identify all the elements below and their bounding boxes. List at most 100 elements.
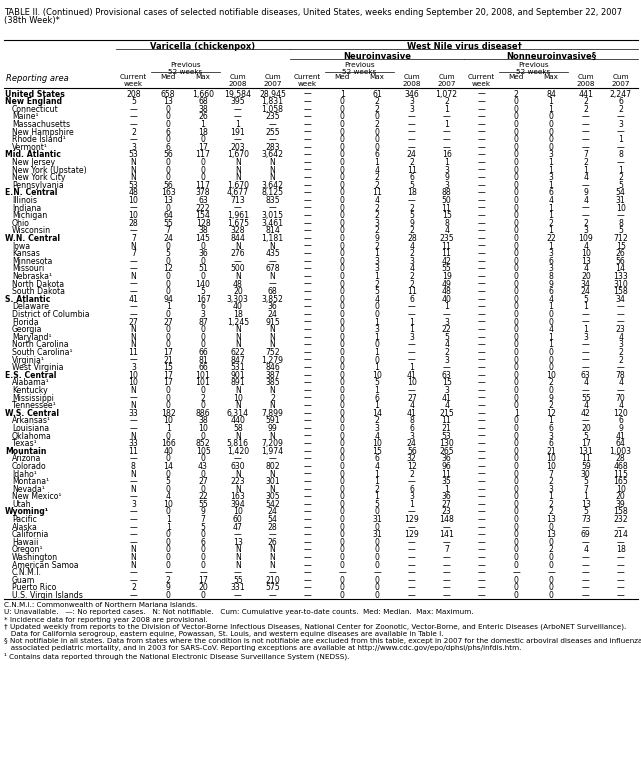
Text: 1,181: 1,181	[262, 234, 284, 243]
Text: 0: 0	[166, 485, 171, 494]
Text: 891: 891	[230, 379, 245, 387]
Text: —: —	[478, 576, 485, 585]
Text: 0: 0	[374, 128, 379, 136]
Text: 575: 575	[265, 583, 280, 593]
Text: 0: 0	[374, 583, 379, 593]
Text: 12: 12	[546, 409, 556, 418]
Text: —: —	[408, 545, 415, 555]
Text: 0: 0	[166, 432, 171, 440]
Text: Tennessee¹: Tennessee¹	[12, 401, 56, 410]
Text: 0: 0	[340, 112, 345, 122]
Text: 31: 31	[372, 530, 382, 539]
Text: 0: 0	[514, 310, 519, 319]
Text: 64: 64	[163, 211, 173, 220]
Text: 214: 214	[613, 530, 628, 539]
Text: —: —	[408, 340, 415, 349]
Text: 3: 3	[410, 432, 414, 440]
Text: —: —	[304, 401, 312, 410]
Text: —: —	[408, 348, 415, 357]
Text: 6: 6	[374, 393, 379, 403]
Text: 0: 0	[374, 545, 379, 555]
Text: 305: 305	[265, 492, 280, 502]
Text: 0: 0	[514, 470, 519, 478]
Text: 0: 0	[340, 492, 345, 502]
Text: N: N	[235, 432, 240, 440]
Text: —: —	[304, 409, 312, 418]
Text: —: —	[478, 189, 485, 197]
Text: 215: 215	[439, 409, 454, 418]
Text: 0: 0	[201, 325, 205, 334]
Text: 3: 3	[374, 424, 379, 433]
Text: —: —	[478, 462, 485, 471]
Text: 41: 41	[615, 432, 626, 440]
Text: 0: 0	[340, 333, 345, 342]
Text: 8,125: 8,125	[262, 189, 283, 197]
Text: 55: 55	[233, 576, 243, 585]
Text: C.N.M.I.: C.N.M.I.	[12, 569, 42, 577]
Text: 0: 0	[166, 393, 171, 403]
Text: —: —	[304, 507, 312, 516]
Text: Idaho¹: Idaho¹	[12, 470, 37, 478]
Text: 3: 3	[374, 264, 379, 273]
Text: 55: 55	[163, 219, 173, 227]
Text: 255: 255	[265, 128, 280, 136]
Text: —: —	[304, 386, 312, 395]
Text: 6: 6	[374, 150, 379, 159]
Text: 17: 17	[163, 379, 173, 387]
Text: North Dakota: North Dakota	[12, 280, 64, 288]
Text: —: —	[234, 591, 242, 600]
Text: —: —	[478, 545, 485, 555]
Text: 0: 0	[166, 310, 171, 319]
Text: 13: 13	[233, 538, 243, 547]
Text: 10: 10	[128, 371, 138, 379]
Text: 40: 40	[233, 302, 243, 312]
Text: 0: 0	[514, 348, 519, 357]
Text: —: —	[478, 538, 485, 547]
Text: 22: 22	[442, 325, 451, 334]
Text: —: —	[478, 515, 485, 524]
Text: E.N. Central: E.N. Central	[5, 189, 58, 197]
Text: Ohio: Ohio	[12, 219, 30, 227]
Text: —: —	[582, 355, 590, 365]
Text: 5: 5	[410, 181, 414, 190]
Text: 0: 0	[514, 576, 519, 585]
Text: 658: 658	[161, 90, 176, 98]
Text: 3: 3	[131, 143, 136, 152]
Text: —: —	[269, 120, 276, 129]
Text: 3: 3	[549, 485, 553, 494]
Text: 10: 10	[198, 424, 208, 433]
Text: 24: 24	[581, 287, 591, 296]
Text: 11: 11	[407, 287, 417, 296]
Text: 0: 0	[340, 401, 345, 410]
Text: American Samoa: American Samoa	[12, 561, 79, 569]
Text: 12: 12	[407, 462, 417, 471]
Text: Montana¹: Montana¹	[12, 477, 49, 486]
Text: 3: 3	[131, 363, 136, 372]
Text: 0: 0	[514, 561, 519, 569]
Text: 148: 148	[439, 515, 454, 524]
Text: 6: 6	[549, 257, 553, 266]
Text: 0: 0	[514, 104, 519, 114]
Text: 235: 235	[439, 234, 454, 243]
Text: 41: 41	[442, 393, 452, 403]
Text: —: —	[304, 439, 312, 448]
Text: 6: 6	[410, 485, 414, 494]
Text: 1: 1	[583, 492, 588, 502]
Text: (38th Week)*: (38th Week)*	[4, 16, 60, 25]
Text: —: —	[617, 561, 624, 569]
Text: —: —	[478, 401, 485, 410]
Text: 915: 915	[265, 318, 280, 326]
Text: —: —	[304, 272, 312, 281]
Text: 73: 73	[581, 515, 590, 524]
Text: —: —	[582, 112, 590, 122]
Text: 2: 2	[131, 583, 136, 593]
Text: —: —	[582, 203, 590, 213]
Text: 13: 13	[581, 257, 591, 266]
Text: —: —	[304, 302, 312, 312]
Text: —: —	[582, 143, 590, 152]
Text: 10: 10	[615, 203, 626, 213]
Text: 165: 165	[613, 477, 628, 486]
Text: 4: 4	[374, 432, 379, 440]
Text: 24: 24	[163, 234, 173, 243]
Text: 0: 0	[201, 591, 205, 600]
